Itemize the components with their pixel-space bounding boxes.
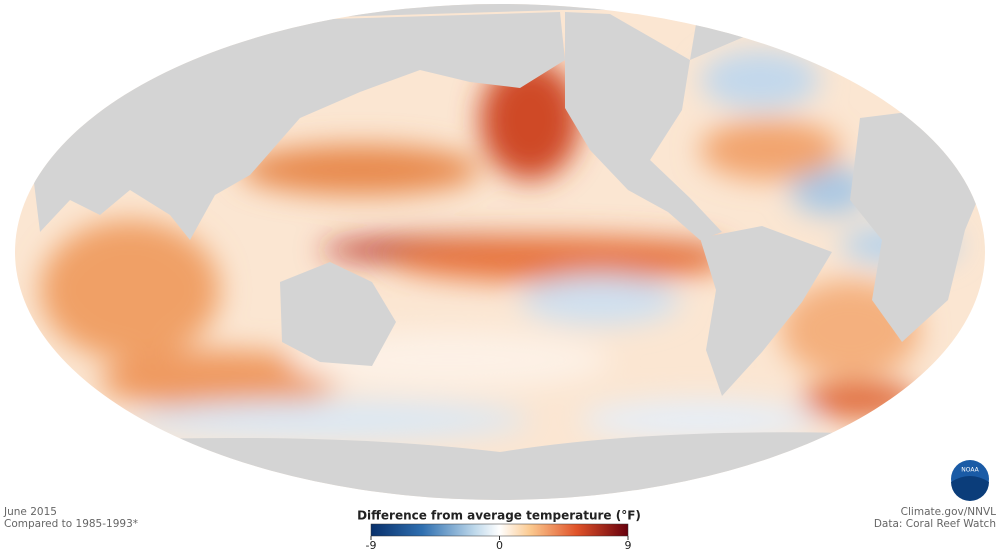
logo-text: NOAA [961,467,979,474]
legend-title: Difference from average temperature (°F) [357,509,641,523]
anomaly-field [40,50,960,440]
colorbar [370,523,629,537]
data-credit: Data: Coral Reef Watch [874,518,996,530]
baseline: Compared to 1985-1993* [4,518,138,530]
source: Climate.gov/NNVL [901,506,996,518]
colorbar-tick-label: -9 [366,539,377,552]
colorbar-tick-label: 9 [625,539,632,552]
date: June 2015 [3,506,57,518]
noaa-logo: NOAA [951,460,989,501]
colorbar-tick-label: 0 [496,539,503,552]
